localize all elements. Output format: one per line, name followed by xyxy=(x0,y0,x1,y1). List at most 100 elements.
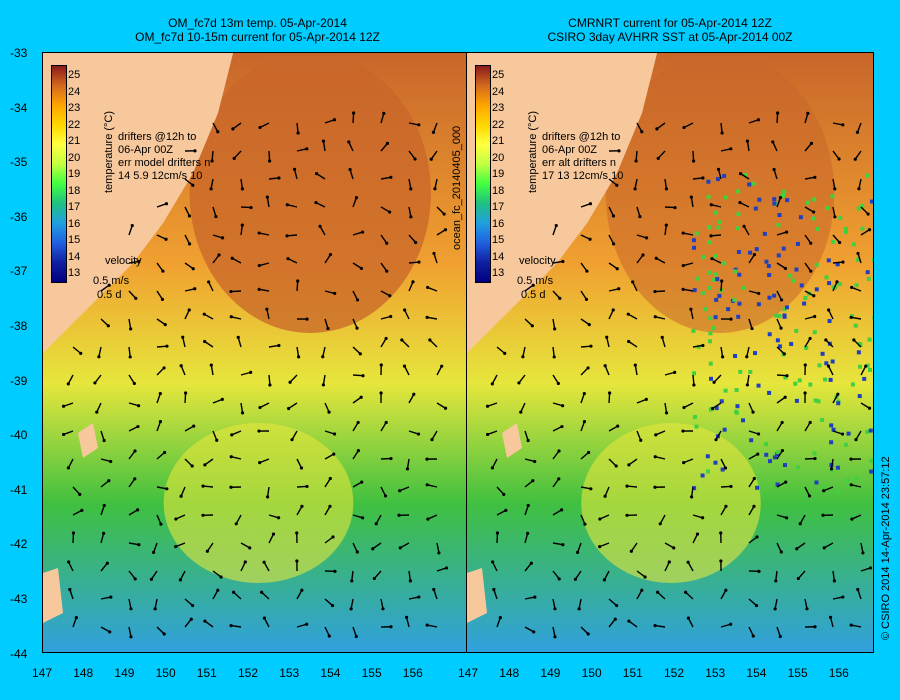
current-arrow xyxy=(853,339,862,348)
current-arrow-head xyxy=(813,175,817,179)
current-arrow-head xyxy=(750,326,754,331)
colorbar-tick: 15 xyxy=(492,234,505,246)
current-arrow-head xyxy=(248,546,252,550)
sst-noise-pixel xyxy=(736,249,741,254)
current-arrow-head xyxy=(756,118,761,122)
current-arrow xyxy=(94,374,102,384)
current-arrow-head xyxy=(808,420,812,425)
current-arrow xyxy=(156,345,168,348)
current-arrow xyxy=(240,561,246,572)
sst-noise-pixel xyxy=(767,272,772,277)
current-arrow xyxy=(656,122,666,130)
current-arrow-head xyxy=(583,522,587,526)
current-arrow-head xyxy=(163,450,167,455)
current-arrow-head xyxy=(360,230,365,234)
current-arrow-head xyxy=(240,223,244,227)
current-arrow-head xyxy=(389,456,393,461)
sst-noise-pixel xyxy=(705,454,710,459)
current-arrow-head xyxy=(603,364,607,368)
sst-noise-pixel xyxy=(812,197,817,202)
colorbar-title-right: temperature (°C) xyxy=(527,110,539,193)
current-arrow-head xyxy=(402,364,407,368)
sst-noise-pixel xyxy=(867,367,872,372)
current-arrow-head xyxy=(667,560,671,564)
current-arrow xyxy=(210,178,214,189)
current-arrow xyxy=(804,422,811,432)
current-arrow xyxy=(860,542,864,553)
current-arrow xyxy=(636,122,643,133)
colorbar-tick: 23 xyxy=(68,102,81,114)
warm-eddy xyxy=(189,53,431,333)
current-arrow-head xyxy=(615,267,619,271)
current-arrow-head xyxy=(129,635,133,639)
current-arrow-head xyxy=(681,263,685,268)
current-arrow xyxy=(212,234,223,239)
current-arrow xyxy=(580,262,588,272)
current-arrow xyxy=(67,458,74,469)
current-arrow xyxy=(522,346,526,357)
current-arrow xyxy=(259,232,270,236)
current-arrow-head xyxy=(809,269,813,273)
sst-noise-pixel xyxy=(764,442,769,447)
current-arrow-head xyxy=(868,566,873,570)
current-arrow xyxy=(628,458,638,466)
current-arrow-head xyxy=(93,381,97,385)
current-arrow xyxy=(804,176,815,180)
current-arrow xyxy=(661,337,666,348)
current-arrow-head xyxy=(163,323,167,327)
current-arrow xyxy=(150,570,158,580)
sst-noise-pixel xyxy=(826,258,831,263)
current-arrow xyxy=(286,234,298,237)
current-arrow xyxy=(296,623,307,628)
current-arrow-head xyxy=(300,504,304,508)
current-arrow-head xyxy=(162,366,166,370)
current-arrow-head xyxy=(611,214,616,218)
current-arrow xyxy=(380,598,384,609)
current-arrow-head xyxy=(720,355,725,359)
current-arrow xyxy=(98,346,102,357)
current-arrow-head xyxy=(215,438,219,442)
current-arrow-head xyxy=(867,406,872,410)
sst-noise-pixel xyxy=(798,215,803,220)
current-arrow xyxy=(580,345,592,348)
land-mass xyxy=(467,53,657,353)
current-arrow-head xyxy=(720,131,724,135)
current-arrow xyxy=(128,402,139,407)
sst-noise-pixel xyxy=(774,313,779,318)
current-arrow-head xyxy=(701,176,705,180)
sst-noise-pixel xyxy=(767,295,772,300)
colorbar-tick: 18 xyxy=(492,184,505,197)
current-arrow xyxy=(832,261,844,264)
sst-noise-pixel xyxy=(767,390,772,395)
sst-noise-pixel xyxy=(868,428,873,433)
current-arrow xyxy=(830,458,834,469)
current-arrow-head xyxy=(813,314,817,319)
current-arrow-head xyxy=(277,343,281,348)
current-arrow-head xyxy=(495,531,500,535)
current-arrow xyxy=(408,596,419,600)
current-arrow-head xyxy=(321,383,326,387)
colorbar-tick: 24 xyxy=(68,85,81,98)
current-arrow xyxy=(296,122,299,134)
current-arrow-head xyxy=(533,595,537,599)
current-arrow-head xyxy=(262,616,267,620)
current-arrow-head xyxy=(653,624,657,628)
current-arrow-head xyxy=(355,298,360,302)
current-arrow-head xyxy=(557,577,561,581)
current-arrow xyxy=(180,486,186,497)
current-arrow-head xyxy=(205,549,209,553)
current-arrow-head xyxy=(271,532,276,536)
current-arrow-head xyxy=(431,130,436,134)
current-arrow xyxy=(683,402,694,409)
current-arrow-head xyxy=(491,560,495,564)
current-arrow-head xyxy=(411,280,415,284)
current-arrow xyxy=(748,505,755,516)
current-arrow-head xyxy=(780,420,784,425)
current-arrow xyxy=(634,178,638,189)
current-arrow xyxy=(832,206,836,217)
current-arrow xyxy=(832,393,839,404)
sst-noise-pixel xyxy=(794,328,799,333)
sst-noise-pixel xyxy=(829,423,834,428)
current-arrow-head xyxy=(385,269,389,273)
current-arrow xyxy=(408,393,415,404)
